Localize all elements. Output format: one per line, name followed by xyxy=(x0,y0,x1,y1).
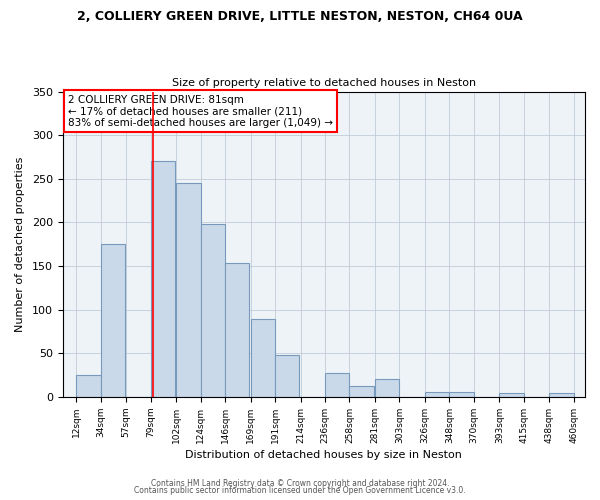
Bar xyxy=(325,374,349,397)
Bar xyxy=(449,392,474,397)
Bar xyxy=(251,320,275,397)
Bar xyxy=(550,392,574,397)
Bar xyxy=(101,244,125,397)
Bar xyxy=(425,392,449,397)
Bar xyxy=(499,392,524,397)
Text: Contains HM Land Registry data © Crown copyright and database right 2024.: Contains HM Land Registry data © Crown c… xyxy=(151,478,449,488)
Text: 2, COLLIERY GREEN DRIVE, LITTLE NESTON, NESTON, CH64 0UA: 2, COLLIERY GREEN DRIVE, LITTLE NESTON, … xyxy=(77,10,523,23)
Bar xyxy=(200,224,225,397)
Bar xyxy=(151,162,175,397)
Y-axis label: Number of detached properties: Number of detached properties xyxy=(15,156,25,332)
Bar xyxy=(275,355,299,397)
Bar xyxy=(225,264,250,397)
Text: Contains public sector information licensed under the Open Government Licence v3: Contains public sector information licen… xyxy=(134,486,466,495)
X-axis label: Distribution of detached houses by size in Neston: Distribution of detached houses by size … xyxy=(185,450,463,460)
Title: Size of property relative to detached houses in Neston: Size of property relative to detached ho… xyxy=(172,78,476,88)
Bar xyxy=(76,375,101,397)
Bar xyxy=(349,386,374,397)
Bar xyxy=(176,183,200,397)
Text: 2 COLLIERY GREEN DRIVE: 81sqm
← 17% of detached houses are smaller (211)
83% of : 2 COLLIERY GREEN DRIVE: 81sqm ← 17% of d… xyxy=(68,94,333,128)
Bar xyxy=(375,378,400,397)
